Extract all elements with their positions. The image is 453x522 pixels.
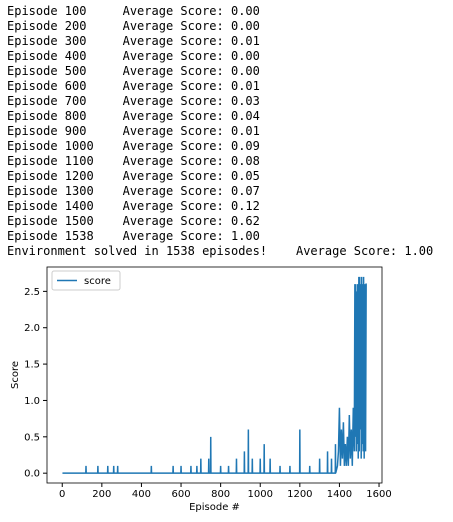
x-tick-label: 1600: [366, 489, 391, 500]
x-tick-label: 400: [132, 489, 151, 500]
log-line: Episode 800 Average Score: 0.04: [7, 109, 260, 123]
y-axis-label: Score: [10, 361, 21, 389]
y-tick-label: 2.0: [24, 323, 40, 334]
x-tick-label: 1400: [327, 489, 352, 500]
log-line: Episode 900 Average Score: 0.01: [7, 124, 260, 138]
log-line: Episode 1000 Average Score: 0.09: [7, 139, 260, 153]
y-tick-label: 2.5: [24, 287, 40, 298]
log-line: Episode 600 Average Score: 0.01: [7, 79, 260, 93]
x-tick-label: 600: [171, 489, 190, 500]
score-line: [62, 276, 367, 474]
log-line: Episode 400 Average Score: 0.00: [7, 49, 260, 63]
x-tick-label: 1000: [248, 489, 273, 500]
y-tick-label: 0.5: [24, 432, 40, 443]
x-axis-label: Episode #: [189, 502, 240, 513]
log-line: Episode 500 Average Score: 0.00: [7, 64, 260, 78]
output-log: Episode 100 Average Score: 0.00 Episode 2…: [7, 4, 433, 259]
x-tick-label: 200: [92, 489, 111, 500]
log-line: Environment solved in 1538 episodes! Ave…: [7, 244, 434, 258]
plot-frame: [46, 266, 383, 484]
log-line: Episode 300 Average Score: 0.01: [7, 34, 260, 48]
x-tick-label: 800: [211, 489, 230, 500]
y-tick-label: 0.0: [24, 469, 40, 480]
y-tick-label: 1.5: [24, 360, 40, 371]
log-line: Episode 100 Average Score: 0.00: [7, 4, 260, 18]
log-line: Episode 1538 Average Score: 1.00: [7, 229, 260, 243]
log-line: Episode 1400 Average Score: 0.12: [7, 199, 260, 213]
log-line: Episode 200 Average Score: 0.00: [7, 19, 260, 33]
log-line: Episode 1200 Average Score: 0.05: [7, 169, 260, 183]
x-tick-label: 0: [59, 489, 65, 500]
log-line: Episode 1300 Average Score: 0.07: [7, 184, 260, 198]
legend-label: score: [84, 276, 111, 287]
log-line: Episode 1100 Average Score: 0.08: [7, 154, 260, 168]
log-line: Episode 1500 Average Score: 0.62: [7, 214, 260, 228]
log-line: Episode 700 Average Score: 0.03: [7, 94, 260, 108]
x-tick-label: 1200: [287, 489, 312, 500]
y-tick-label: 1.0: [24, 396, 40, 407]
legend-box: [51, 270, 121, 291]
